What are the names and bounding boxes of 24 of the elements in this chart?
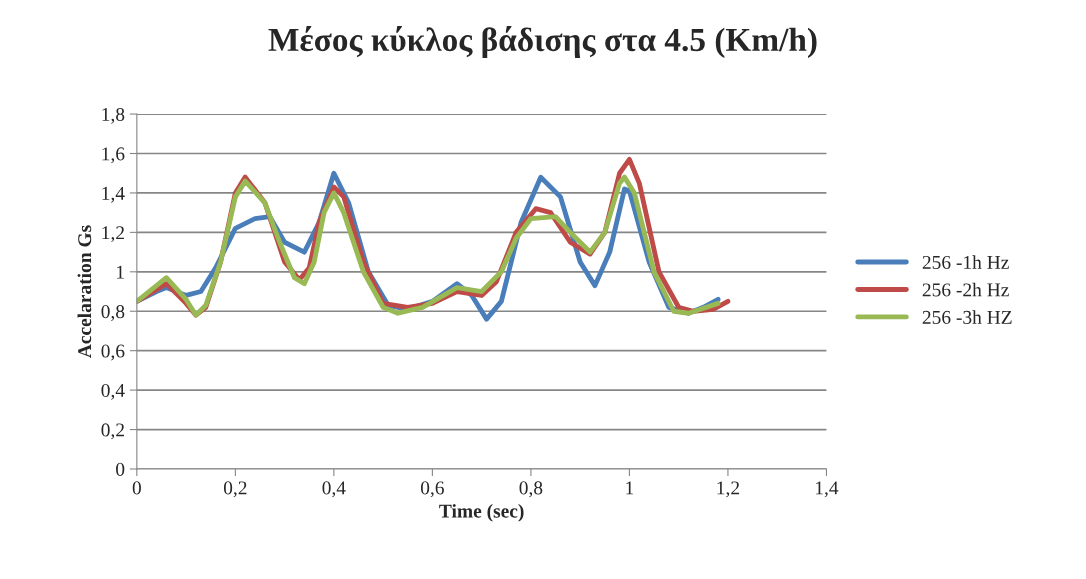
x-tick-label: 0,8 — [519, 481, 543, 498]
x-tick-label: 0,2 — [223, 481, 247, 498]
x-tick-label: 0,4 — [322, 481, 346, 498]
y-tick-label: 0,6 — [101, 344, 125, 361]
y-tick-label: 1,8 — [102, 107, 125, 124]
x-tick-label: 0,6 — [420, 481, 444, 498]
y-tick-label: 1,6 — [102, 147, 125, 164]
y-tick-label: 0,4 — [101, 383, 125, 400]
y-tick-label: 1,4 — [102, 186, 125, 203]
x-tick-label: 1,4 — [816, 481, 839, 498]
y-tick-label: 0,2 — [101, 423, 124, 440]
x-tick-label: 0 — [132, 481, 141, 495]
x-tick-label: 1,2 — [717, 481, 740, 498]
y-tick-label: 1,2 — [102, 226, 124, 243]
chart-title: Μέσος κύκλος βάδισης στα 4.5 (Km/h) — [268, 26, 817, 58]
y-tick-label: 0,8 — [101, 305, 125, 321]
y-tick-label: 0 — [116, 462, 125, 476]
x-axis-title: Time (sec) — [439, 503, 524, 522]
legend-label: 256 -2h Hz — [922, 282, 1009, 297]
x-tick-label: 1 — [626, 481, 634, 495]
y-tick-label: 1 — [117, 265, 124, 279]
legend-label: 256 -1h Hz — [922, 255, 1009, 269]
legend-label: 256 -3h HZ — [922, 310, 1012, 324]
y-axis-title: Accelaration Gs — [77, 225, 92, 359]
